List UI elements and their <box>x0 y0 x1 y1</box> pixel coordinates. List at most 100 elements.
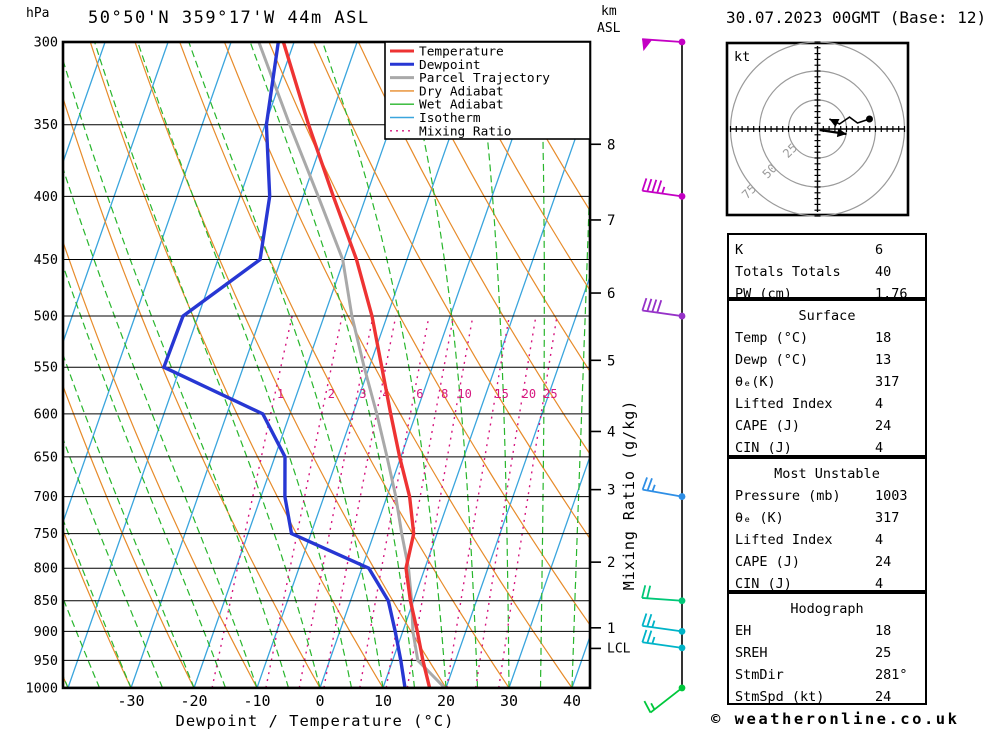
wind-barb-feather <box>646 477 653 491</box>
table-row-label: CAPE (J) <box>735 418 801 434</box>
indices-table-surface: Surface Temp (°C) 18 Dewp (°C) 13 θₑ(K) 317 Lif… <box>727 299 927 457</box>
temp-tick-label: -20 <box>180 692 207 710</box>
wind-barb-half-feather <box>651 484 656 492</box>
wind-barb-half-feather <box>650 702 656 710</box>
mixing-ratio-label: 25 <box>543 387 557 401</box>
table-header: Surface <box>798 308 856 324</box>
plot-frame <box>61 40 592 690</box>
wind-barb-shaft <box>642 488 683 498</box>
pressure-tick-label: 550 <box>34 360 58 376</box>
wind-barb-feather <box>641 629 648 643</box>
copyright: © weatheronline.co.uk <box>711 710 960 728</box>
dry-adiabat-line <box>63 528 132 688</box>
table-row-value: 4 <box>875 440 884 456</box>
table-row: θₑ(K) 317 <box>729 371 925 393</box>
temp-tick-label: 20 <box>437 692 455 710</box>
mixing-ratio-label: 3 <box>359 387 366 401</box>
wind-barb-half-feather <box>651 636 656 644</box>
table-row: Totals Totals 40 <box>729 261 925 283</box>
legend-label: Dewpoint <box>419 58 481 73</box>
table-row: SREH 25 <box>729 642 925 664</box>
pressure-tick-label: 600 <box>34 406 58 422</box>
wet-adiabat-line <box>137 42 353 688</box>
mixing-ratio-label: 2 <box>328 387 335 401</box>
table-row-label: K <box>735 242 744 258</box>
dry-adiabat-line <box>0 42 5 688</box>
pressure-tick-label: 750 <box>34 526 58 542</box>
wet-adiabat-line <box>63 437 164 688</box>
pressure-tick-label: 350 <box>34 117 58 133</box>
mixing-ratio-line <box>475 315 537 688</box>
table-row-label: θₑ (K) <box>735 510 784 526</box>
pressure-tick-label: 300 <box>34 35 58 51</box>
table-row-value: 18 <box>875 623 892 639</box>
lcl-label: LCL <box>607 641 631 656</box>
temp-tick-label: 30 <box>500 692 518 710</box>
table-row: Pressure (mb) 1003 <box>729 485 925 507</box>
wind-barb-feather <box>646 630 653 644</box>
table-row-label: StmDir <box>735 667 784 683</box>
wind-barb <box>641 613 686 635</box>
pressure-tick-label: 950 <box>34 653 58 669</box>
wind-barb-shaft <box>642 309 683 317</box>
table-row: Lifted Index 4 <box>729 393 925 415</box>
sounding-curves <box>161 42 446 688</box>
isotherm-line <box>319 42 547 688</box>
table-row-value: 25 <box>875 645 892 661</box>
table-row-label: CIN (J) <box>735 576 792 592</box>
wind-barb-feather <box>656 299 663 313</box>
legend-label: Temperature <box>419 45 504 60</box>
isotherm-line <box>256 42 484 688</box>
isotherm-line <box>63 42 106 165</box>
table-row-value: 317 <box>875 510 900 526</box>
wind-barb <box>641 297 686 320</box>
temp-tick-label: -10 <box>243 692 270 710</box>
table-row-value: 24 <box>875 554 892 570</box>
temp-tick-label: -30 <box>117 692 144 710</box>
pressure-tick-label: 500 <box>34 309 58 325</box>
indices-table-most-unstable: Most Unstable Pressure (mb) 1003 θₑ (K) 317 L… <box>727 457 927 592</box>
wet-adiabat-line <box>0 42 37 688</box>
pressure-tick-label: 700 <box>34 489 58 505</box>
dry-adiabat-line <box>63 96 321 688</box>
table-row: Lifted Index 4 <box>729 529 925 551</box>
isotherm-line <box>508 454 590 688</box>
temp-tick-label: 40 <box>563 692 581 710</box>
hodograph-unit-label: kt <box>734 49 750 65</box>
hodograph-trace-dot <box>865 115 873 123</box>
wind-barb-half-feather <box>661 186 666 194</box>
table-row: CIN (J) 4 <box>729 573 925 595</box>
wind-barb-shaft <box>642 641 683 649</box>
legend-label: Wet Adiabat <box>419 98 504 113</box>
table-row-label: PW (cm) <box>735 286 792 302</box>
wind-barb-feather <box>651 299 658 313</box>
wind-barb-feather <box>641 613 648 627</box>
hodograph-arrowhead <box>829 119 840 127</box>
pressure-tick-label: 650 <box>34 449 58 465</box>
page-title: 50°50'N 359°17'W 44m ASL <box>88 8 370 28</box>
km-tick-label: 8 <box>607 137 615 153</box>
legend-label: Parcel Trajectory <box>419 71 550 86</box>
hodograph-arrowhead <box>836 128 847 138</box>
mixing-ratio-label: 8 <box>441 387 448 401</box>
km-tick-label: 2 <box>607 555 615 571</box>
indices-table-hodograph: Hodograph EH 18 SREH 25 StmDir 281° StmSpd (kt)… <box>727 592 927 705</box>
table-row-value: 1.76 <box>875 286 908 302</box>
table-header: Most Unstable <box>774 466 880 482</box>
wind-barb-feather <box>643 700 652 713</box>
dry-adiabat-line <box>357 42 590 456</box>
km-tick-label: 5 <box>607 353 615 369</box>
wind-barb-feather <box>646 298 653 312</box>
wet-adiabat-line <box>63 517 132 688</box>
dry-adiabat-line <box>402 42 590 373</box>
table-row-label: Lifted Index <box>735 396 833 412</box>
asl-axis-label: ASL <box>597 21 621 36</box>
wet-adiabat-line <box>63 596 101 688</box>
table-row: CAPE (J) 24 <box>729 415 925 437</box>
table-row: StmSpd (kt) 24 <box>729 686 925 708</box>
mixing-ratio-label: 10 <box>457 387 471 401</box>
table-row-label: Pressure (mb) <box>735 488 841 504</box>
isotherm-line <box>382 94 590 688</box>
